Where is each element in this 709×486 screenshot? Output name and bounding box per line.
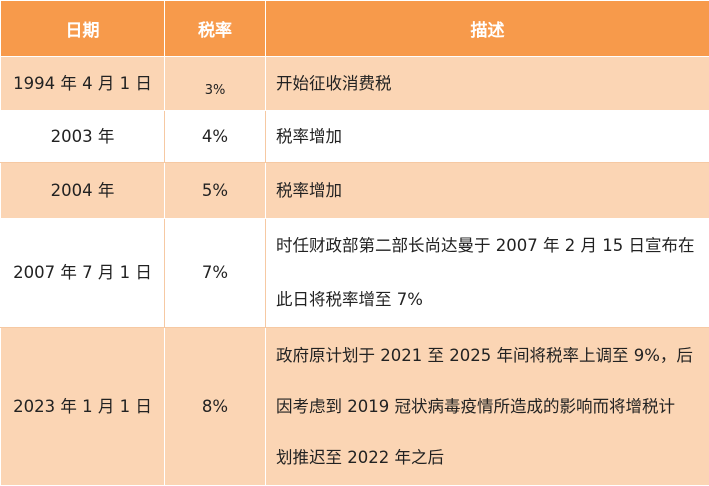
row-rate: 7% [165, 219, 266, 328]
table-row: 2003 年 4% 税率增加 [1, 111, 709, 163]
header-desc: 描述 [266, 1, 709, 57]
row-rate: 8% [165, 328, 266, 486]
table-row: 2023 年 1 月 1 日 8% 政府原计划于 2021 至 2025 年间将… [1, 328, 709, 486]
rate-value: 3% [205, 83, 226, 98]
desc-line: 此日将税率增至 7% [276, 273, 703, 327]
table-row: 1994 年 4 月 1 日 3% 开始征收消费税 [1, 57, 709, 111]
row-rate: 3% [165, 57, 266, 111]
desc-line: 因考虑到 2019 冠状病毒疫情所造成的影响而将增税计 [276, 381, 703, 432]
row-date: 1994 年 4 月 1 日 [1, 57, 165, 111]
desc-line: 税率增加 [276, 127, 703, 147]
header-rate: 税率 [165, 1, 266, 57]
row-desc: 时任财政部第二部长尚达曼于 2007 年 2 月 15 日宣布在 此日将税率增至… [266, 219, 709, 328]
desc-line: 政府原计划于 2021 至 2025 年间将税率上调至 9%，后 [276, 330, 703, 381]
row-desc: 政府原计划于 2021 至 2025 年间将税率上调至 9%，后 因考虑到 20… [266, 328, 709, 486]
row-date: 2003 年 [1, 111, 165, 163]
row-rate: 4% [165, 111, 266, 163]
row-desc: 开始征收消费税 [266, 57, 709, 111]
row-date: 2007 年 7 月 1 日 [1, 219, 165, 328]
row-date: 2004 年 [1, 163, 165, 219]
desc-line: 时任财政部第二部长尚达曼于 2007 年 2 月 15 日宣布在 [276, 219, 703, 273]
desc-line: 开始征收消费税 [276, 74, 703, 94]
desc-line: 税率增加 [276, 181, 703, 201]
header-date: 日期 [1, 1, 165, 57]
row-date: 2023 年 1 月 1 日 [1, 328, 165, 486]
table-row: 2007 年 7 月 1 日 7% 时任财政部第二部长尚达曼于 2007 年 2… [1, 219, 709, 328]
desc-line: 划推迟至 2022 年之后 [276, 432, 703, 483]
table-header-row: 日期 税率 描述 [1, 1, 709, 57]
row-desc: 税率增加 [266, 163, 709, 219]
row-desc: 税率增加 [266, 111, 709, 163]
row-rate: 5% [165, 163, 266, 219]
table-row: 2004 年 5% 税率增加 [1, 163, 709, 219]
